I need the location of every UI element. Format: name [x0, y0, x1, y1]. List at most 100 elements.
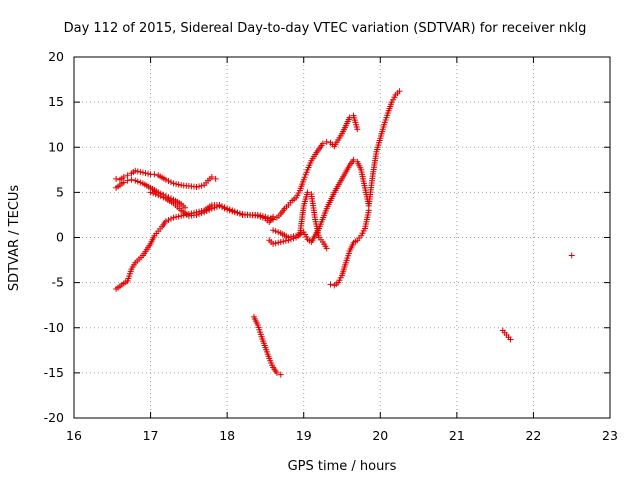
data-point-interp: [295, 231, 302, 238]
data-point: [224, 206, 231, 213]
data-point-interp: [272, 228, 279, 235]
data-point-interp: [259, 214, 266, 221]
y-tick-label: 15: [48, 94, 64, 109]
data-point: [162, 176, 169, 183]
data-point: [147, 189, 154, 196]
y-tick-label: 5: [56, 184, 64, 199]
data-point: [178, 212, 185, 219]
data-point: [273, 369, 280, 376]
data-point-interp: [211, 204, 218, 211]
y-tick-label: -10: [44, 320, 64, 335]
y-tick-labels: 20 15 10 5 0 -5 -10 -15 -20: [44, 49, 64, 425]
data-point-interp: [272, 240, 279, 247]
data-point-interp: [175, 181, 182, 188]
data-point: [182, 204, 189, 211]
data-point-interp: [229, 208, 236, 215]
data-point-interp: [221, 205, 228, 212]
data-point-interp: [257, 213, 264, 220]
data-point-interp: [167, 179, 174, 186]
chart-title: Day 112 of 2015, Sidereal Day-to-day VTE…: [64, 21, 587, 36]
data-point: [139, 169, 146, 176]
data-point: [568, 252, 575, 259]
data-point: [208, 174, 215, 181]
data-point: [254, 212, 261, 219]
data-point-interp: [196, 183, 203, 190]
data-point-interp: [167, 215, 174, 222]
data-point-interp: [275, 239, 282, 246]
x-axis-label: GPS time / hours: [288, 459, 397, 474]
data-point-interp: [280, 238, 287, 245]
data-point-interp: [219, 204, 226, 211]
data-point-interp: [198, 210, 205, 217]
data-point: [323, 138, 330, 145]
data-point: [270, 213, 277, 220]
y-tick-label: -20: [44, 410, 64, 425]
data-point-interp: [290, 233, 297, 240]
y-tick-label: 0: [56, 230, 64, 245]
data-point: [132, 177, 139, 184]
plot-frame: [73, 56, 611, 419]
x-tick-label: 20: [372, 428, 388, 443]
data-point: [124, 177, 131, 184]
x-tick-label: 17: [143, 428, 159, 443]
data-point-interp: [236, 210, 243, 217]
data-point: [132, 167, 139, 174]
data-point: [354, 126, 361, 133]
data-point-interp: [150, 190, 157, 197]
data-point-interp: [134, 178, 141, 185]
data-point-interp: [173, 180, 180, 187]
data-point-interp: [287, 233, 294, 240]
data-point: [212, 175, 219, 182]
data-point: [270, 240, 277, 247]
data-point: [293, 232, 300, 239]
data-point-interp: [134, 168, 141, 175]
data-point-interp: [142, 170, 149, 177]
data-point: [193, 211, 200, 218]
data-point-interp: [282, 237, 289, 244]
data-point: [170, 214, 177, 221]
data-point-interp: [165, 217, 172, 224]
x-tick-label: 23: [602, 428, 618, 443]
y-tick-label: 20: [48, 49, 64, 64]
data-point: [162, 218, 169, 225]
data-point-interp: [196, 211, 203, 218]
data-point: [193, 183, 200, 190]
data-point-interp: [157, 193, 164, 200]
data-point-interp: [206, 206, 213, 213]
data-points: [113, 88, 575, 378]
x-tick-label: 19: [296, 428, 312, 443]
data-point-interp: [137, 179, 144, 186]
data-point: [350, 156, 357, 163]
data-point: [277, 371, 284, 378]
data-point: [216, 202, 223, 209]
data-point-interp: [145, 170, 152, 177]
data-point-interp: [264, 214, 271, 221]
data-point: [327, 281, 334, 288]
data-point: [231, 209, 238, 216]
data-point-interp: [160, 194, 167, 201]
data-point: [113, 175, 120, 182]
x-tick-label: 18: [219, 428, 235, 443]
data-point: [507, 336, 514, 343]
x-tick-label: 22: [525, 428, 541, 443]
x-tick-labels: 16 17 18 19 20 21 22 23: [66, 428, 618, 443]
data-point: [365, 207, 372, 214]
data-point-interp: [198, 182, 205, 189]
data-point-interp: [173, 214, 180, 221]
data-point: [208, 205, 215, 212]
y-axis-label: SDTVAR / TECUs: [7, 185, 22, 292]
data-point: [277, 239, 284, 246]
data-point: [124, 172, 131, 179]
data-point-interp: [167, 195, 174, 202]
data-point: [396, 88, 403, 95]
data-point-interp: [203, 208, 210, 215]
data-point: [128, 176, 135, 183]
data-point: [120, 179, 127, 186]
data-point-interp: [298, 230, 305, 237]
data-point-interp: [175, 213, 182, 220]
data-point: [170, 180, 177, 187]
y-tick-label: 10: [48, 139, 64, 154]
data-point-interp: [137, 168, 144, 175]
data-point-interp: [152, 191, 159, 198]
